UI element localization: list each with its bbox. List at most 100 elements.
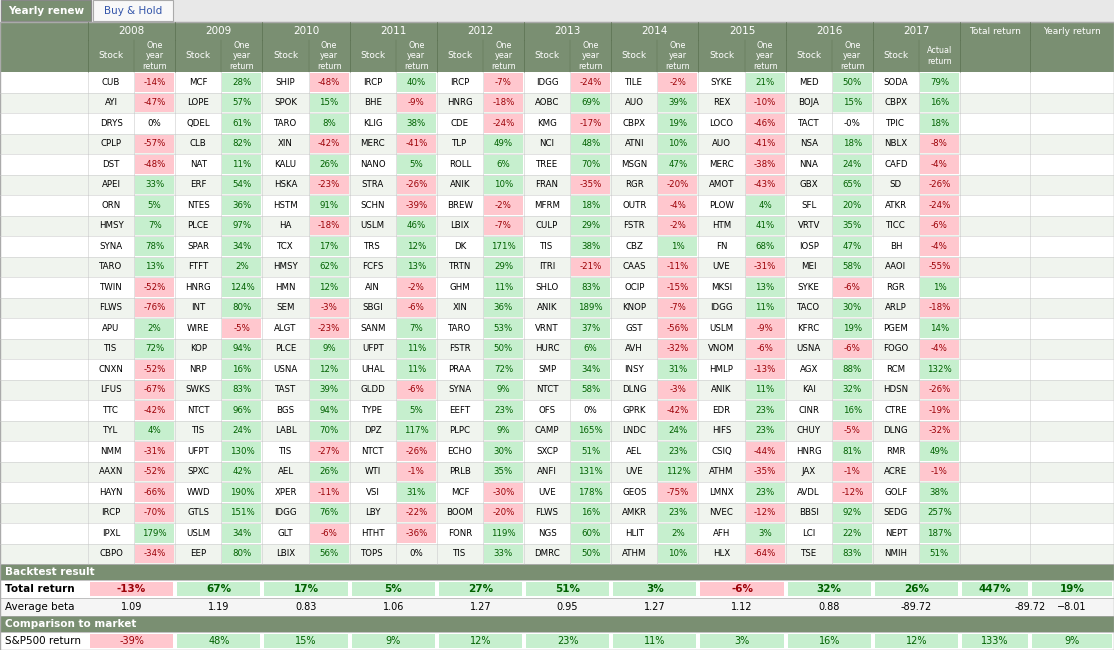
Text: FSTR: FSTR [624, 221, 645, 230]
Text: 12%: 12% [906, 636, 927, 646]
Text: FLWS: FLWS [536, 508, 558, 517]
Text: -89.72: -89.72 [901, 602, 932, 612]
Text: NTES: NTES [187, 201, 209, 210]
Text: AIN: AIN [365, 283, 380, 292]
Text: AEL: AEL [626, 447, 643, 456]
Text: ATHM: ATHM [622, 549, 646, 558]
Text: 3%: 3% [759, 528, 772, 538]
Text: LOCO: LOCO [710, 119, 733, 128]
Bar [0, 277, 1114, 298]
Text: SPOK: SPOK [274, 98, 297, 107]
Text: -3%: -3% [321, 304, 338, 312]
Text: MERC: MERC [710, 160, 734, 169]
Bar [135, 257, 174, 276]
Bar [833, 442, 872, 460]
Text: -0%: -0% [844, 119, 861, 128]
Text: KAI: KAI [802, 385, 815, 395]
Text: DPZ: DPZ [364, 426, 381, 436]
Text: 72%: 72% [145, 344, 165, 353]
Bar [135, 73, 174, 92]
Bar [833, 360, 872, 378]
Text: 9%: 9% [322, 344, 336, 353]
Text: 38%: 38% [582, 242, 600, 251]
Text: 14%: 14% [930, 324, 949, 333]
Bar [0, 523, 1114, 543]
Bar [571, 278, 610, 296]
Bar [135, 545, 174, 563]
Text: FCFS: FCFS [362, 262, 383, 271]
Text: OFS: OFS [538, 406, 556, 415]
Text: SEM: SEM [276, 304, 295, 312]
Text: GST: GST [626, 324, 643, 333]
Text: NMM: NMM [100, 447, 121, 456]
Bar [745, 319, 784, 337]
Bar [135, 298, 174, 317]
Bar [658, 216, 697, 235]
Bar [833, 319, 872, 337]
Bar [439, 582, 522, 596]
Bar [745, 380, 784, 399]
Text: S&P500 return: S&P500 return [4, 636, 81, 646]
Text: PLCE: PLCE [187, 221, 209, 230]
Text: 13%: 13% [755, 283, 774, 292]
Text: 2008: 2008 [118, 26, 145, 36]
Text: 10%: 10% [668, 549, 687, 558]
Bar [833, 483, 872, 502]
Bar [833, 463, 872, 481]
Text: 447%: 447% [979, 584, 1012, 594]
Text: -5%: -5% [844, 426, 861, 436]
Bar [658, 196, 697, 214]
Text: -66%: -66% [144, 488, 166, 497]
Text: WTI: WTI [364, 467, 381, 476]
Text: RGR: RGR [887, 283, 906, 292]
Text: 81%: 81% [842, 447, 862, 456]
Text: DST: DST [102, 160, 120, 169]
Bar [135, 278, 174, 296]
Text: 42%: 42% [233, 467, 252, 476]
Text: 83%: 83% [233, 385, 252, 395]
Text: IPXL: IPXL [102, 528, 120, 538]
Text: ECHO: ECHO [448, 447, 472, 456]
Text: CBPX: CBPX [623, 119, 646, 128]
Bar [483, 114, 522, 133]
Text: -20%: -20% [666, 180, 690, 189]
Text: 0.83: 0.83 [295, 602, 316, 612]
Bar [833, 401, 872, 419]
Text: 3%: 3% [734, 636, 750, 646]
Text: TWIN: TWIN [100, 283, 123, 292]
Bar [0, 298, 1114, 318]
Text: 38%: 38% [930, 488, 949, 497]
Text: -76%: -76% [144, 304, 166, 312]
Text: 10%: 10% [668, 139, 687, 148]
Text: -18%: -18% [928, 304, 950, 312]
Text: NBLX: NBLX [885, 139, 908, 148]
Bar [0, 482, 1114, 502]
Bar [874, 582, 958, 596]
Text: -8%: -8% [931, 139, 948, 148]
Text: -67%: -67% [144, 385, 166, 395]
Text: 0.88: 0.88 [819, 602, 840, 612]
Text: NVEC: NVEC [710, 508, 733, 517]
Text: TRTN: TRTN [449, 262, 471, 271]
Bar [264, 634, 348, 648]
Text: -18%: -18% [492, 98, 515, 107]
Bar [397, 524, 436, 543]
Bar [397, 442, 436, 460]
Bar [920, 504, 959, 522]
Bar [0, 133, 1114, 154]
Bar [833, 73, 872, 92]
Bar [483, 483, 522, 502]
Text: VNOM: VNOM [709, 344, 735, 353]
Bar [483, 278, 522, 296]
Bar [0, 598, 1114, 616]
Text: 1.19: 1.19 [208, 602, 229, 612]
Bar [658, 319, 697, 337]
Text: Stock: Stock [622, 51, 647, 60]
Bar [0, 22, 1114, 40]
Text: 23%: 23% [494, 406, 514, 415]
Text: LBIX: LBIX [450, 221, 469, 230]
Text: 65%: 65% [842, 180, 862, 189]
Bar [223, 545, 262, 563]
Text: 4%: 4% [148, 426, 162, 436]
Text: VRNT: VRNT [536, 324, 559, 333]
